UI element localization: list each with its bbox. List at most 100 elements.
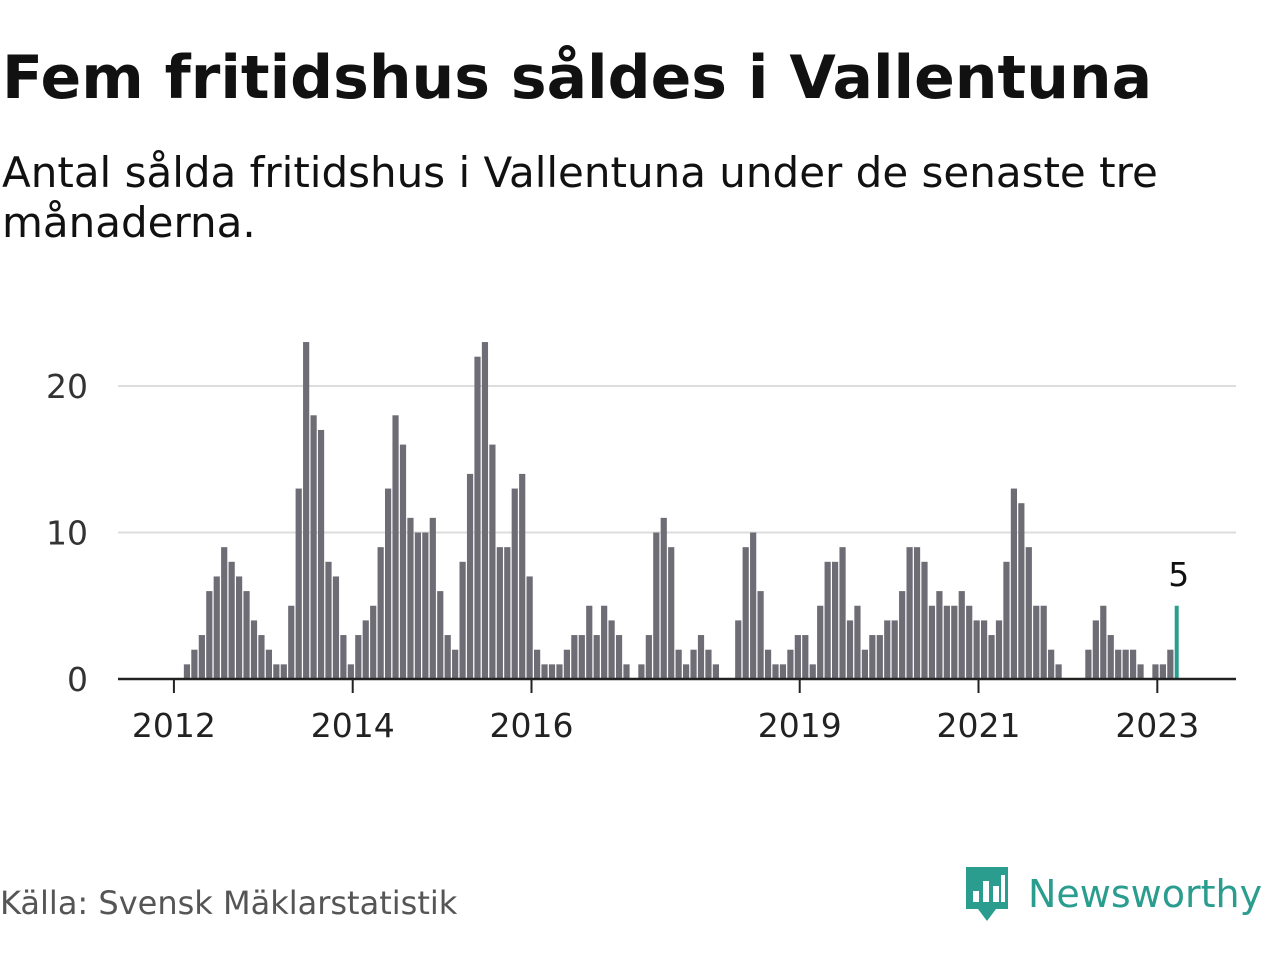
bar-75 (735, 620, 742, 679)
bar-12 (265, 649, 272, 679)
bar-122 (1085, 649, 1092, 679)
bar-35 (437, 591, 444, 679)
bar-94 (876, 635, 883, 679)
bar-102 (936, 591, 943, 679)
bar-81 (779, 664, 787, 679)
y-tick-label-0: 0 (67, 660, 88, 699)
bar-109 (988, 635, 995, 679)
bar-34 (429, 517, 436, 679)
bar-58 (608, 620, 615, 679)
bar-5 (213, 576, 220, 679)
highlight-value-label: 5 (1168, 555, 1189, 594)
bar-50 (548, 664, 556, 679)
bar-39 (466, 473, 474, 679)
brand-logo: Newsworthy (962, 862, 1262, 926)
bar-29 (392, 415, 399, 679)
bar-78 (757, 591, 764, 679)
bar-59 (615, 635, 623, 679)
bar-112 (1010, 488, 1017, 679)
bar-63 (645, 635, 652, 679)
bar-53 (571, 635, 578, 679)
bar-11 (258, 635, 265, 679)
bar-21 (332, 576, 340, 679)
bar-30 (399, 444, 407, 679)
bar-76 (742, 547, 749, 679)
x-tick-label-2016: 2016 (490, 706, 574, 745)
bar-33 (422, 532, 429, 679)
bar-71 (705, 649, 712, 679)
bar-48 (534, 649, 541, 679)
bar-70 (697, 635, 705, 679)
bar-49 (541, 664, 548, 679)
bar-95 (884, 620, 891, 679)
bar-105 (958, 591, 965, 679)
bar-118 (1055, 664, 1062, 679)
bar-13 (273, 664, 280, 679)
x-tick-label-2021: 2021 (937, 706, 1021, 745)
bar-64 (653, 532, 660, 679)
x-tick-label-2023: 2023 (1115, 706, 1199, 745)
bar-115 (1033, 605, 1040, 679)
bar-84 (802, 635, 809, 679)
bar-51 (556, 664, 563, 679)
bar-101 (928, 605, 936, 679)
bar-23 (347, 664, 354, 679)
bar-72 (712, 664, 719, 679)
bar-127 (1122, 649, 1129, 679)
bar-52 (563, 649, 570, 679)
bar-111 (1003, 561, 1010, 679)
bar-32 (414, 532, 421, 679)
bar-42 (489, 444, 496, 679)
bar-6 (221, 547, 228, 679)
bar-55 (586, 605, 593, 679)
bar-chart: 0 10 20 5 2012 2014 2016 2019 2021 2023 (46, 342, 1236, 745)
bar-25 (362, 620, 369, 679)
bar-15 (288, 605, 295, 679)
bar-108 (981, 620, 988, 679)
bar-117 (1048, 649, 1055, 679)
tick-labels: 0 10 20 5 2012 2014 2016 2019 2021 2023 (46, 367, 1199, 745)
bar-90 (846, 620, 854, 679)
bar-46 (519, 473, 526, 679)
bar-124 (1100, 605, 1107, 679)
bar-3 (198, 635, 205, 679)
bar-96 (891, 620, 898, 679)
bar-126 (1115, 649, 1122, 679)
bar-129 (1137, 664, 1144, 679)
bar-44 (504, 547, 511, 679)
bar-83 (794, 635, 801, 679)
bar-2 (191, 649, 198, 679)
bar-82 (787, 649, 794, 679)
bar-67 (675, 649, 682, 679)
bar-1 (183, 664, 191, 679)
bar-98 (906, 547, 913, 679)
bar-41 (481, 342, 489, 679)
bar-8 (236, 576, 243, 679)
bar-85 (809, 664, 816, 679)
bar-27 (377, 547, 384, 679)
bar-104 (951, 605, 958, 679)
x-tick-label-2012: 2012 (132, 706, 216, 745)
bar-47 (526, 576, 533, 679)
bar-80 (772, 664, 779, 679)
bar-9 (243, 591, 250, 679)
bar-89 (839, 547, 846, 679)
bar-10 (250, 620, 258, 679)
bar-114 (1025, 547, 1032, 679)
chart-title: Fem fritidshus såldes i Vallentuna (2, 43, 1153, 113)
bar-26 (370, 605, 377, 679)
bar-116 (1040, 605, 1047, 679)
bar-77 (750, 532, 757, 679)
bar-16 (295, 488, 302, 679)
bar-7 (228, 561, 235, 679)
bar-133 (1167, 649, 1174, 679)
bar-103 (943, 605, 950, 679)
bar-86 (817, 605, 824, 679)
bar-79 (764, 649, 772, 679)
y-tick-label-20: 20 (46, 367, 88, 406)
chart-subtitle: Antal sålda fritidshus i Vallentuna unde… (2, 148, 1158, 247)
bar-62 (638, 664, 645, 679)
bar-128 (1130, 649, 1137, 679)
bar-22 (340, 635, 347, 679)
bar-132 (1159, 664, 1166, 679)
